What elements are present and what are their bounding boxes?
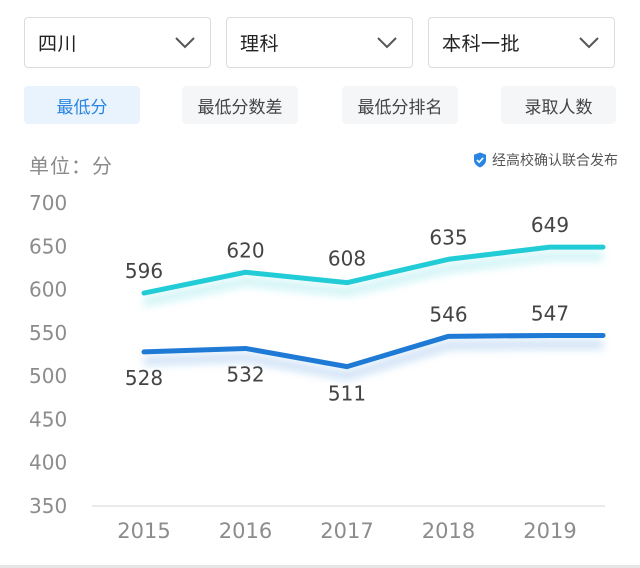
data-label: 620	[226, 238, 264, 262]
filter-bar: 四川 理科 本科一批	[24, 17, 616, 68]
tab-min-score[interactable]: 最低分	[24, 86, 140, 124]
province-value: 四川	[38, 33, 78, 55]
x-tick-label: 2015	[117, 519, 170, 543]
x-tick-label: 2017	[320, 519, 373, 543]
tab-min-score-diff[interactable]: 最低分数差	[182, 86, 298, 124]
subject-value: 理科	[240, 33, 280, 55]
y-tick-label: 350	[29, 494, 67, 518]
data-label: 649	[531, 213, 569, 237]
source-badge: 经高校确认联合发布	[473, 150, 618, 170]
metric-tabs: 最低分 最低分数差 最低分排名 录取人数	[24, 86, 616, 124]
y-tick-label: 450	[29, 407, 67, 431]
y-tick-label: 600	[29, 278, 67, 302]
bottom-divider	[0, 565, 640, 568]
tab-admission-count[interactable]: 录取人数	[501, 86, 616, 124]
x-tick-label: 2019	[523, 519, 576, 543]
y-tick-label: 700	[29, 191, 67, 215]
series-line	[141, 332, 606, 370]
province-dropdown[interactable]: 四川	[24, 17, 211, 68]
data-label: 547	[531, 301, 569, 325]
shield-check-icon	[474, 152, 486, 168]
data-label: 608	[328, 247, 366, 271]
subject-dropdown[interactable]: 理科	[226, 17, 413, 68]
x-tick-label: 2016	[219, 519, 272, 543]
chevron-down-icon	[377, 36, 397, 48]
series-line	[141, 244, 606, 296]
data-label: 532	[226, 362, 264, 386]
data-label: 596	[125, 259, 163, 283]
series-line-shadow	[143, 339, 603, 381]
batch-value: 本科一批	[442, 33, 521, 55]
chevron-down-icon	[175, 36, 195, 48]
unit-label: 单位：分	[29, 154, 113, 178]
data-label: 528	[125, 366, 163, 390]
data-label: 511	[328, 382, 366, 406]
source-text: 经高校确认联合发布	[492, 153, 618, 169]
series-line-shadow	[143, 251, 603, 307]
x-tick-label: 2018	[422, 519, 475, 543]
tab-min-score-rank[interactable]: 最低分排名	[342, 86, 458, 124]
batch-dropdown[interactable]: 本科一批	[428, 17, 615, 68]
chevron-down-icon	[579, 36, 599, 48]
data-label: 635	[429, 225, 467, 249]
y-tick-label: 550	[29, 321, 67, 345]
y-tick-label: 400	[29, 451, 67, 475]
data-label: 546	[429, 302, 467, 326]
y-tick-label: 500	[29, 364, 67, 388]
y-tick-label: 650	[29, 234, 67, 258]
